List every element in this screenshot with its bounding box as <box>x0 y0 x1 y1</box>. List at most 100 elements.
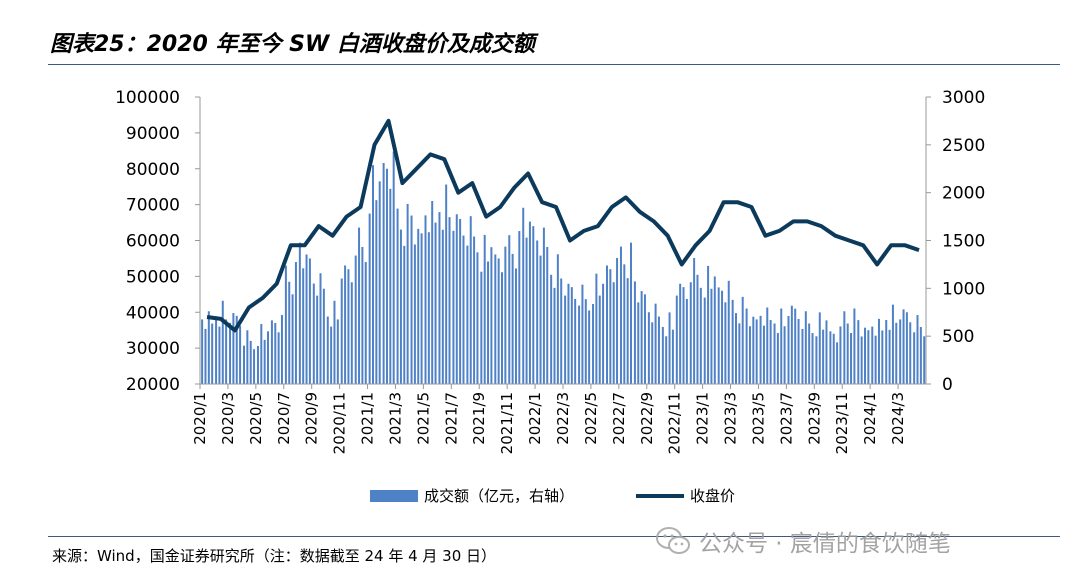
turnover-bar <box>413 244 416 384</box>
turnover-bar <box>201 319 204 384</box>
turnover-bar <box>843 311 846 384</box>
turnover-bar <box>804 311 807 384</box>
x-tick-label: 2021/1 <box>359 392 377 445</box>
turnover-bar <box>448 217 451 384</box>
turnover-bar <box>877 318 880 384</box>
x-tick-label: 2022/7 <box>610 392 628 445</box>
turnover-bar <box>235 315 238 384</box>
turnover-bar <box>396 208 399 384</box>
turnover-bar <box>389 188 392 384</box>
turnover-bar <box>462 235 465 384</box>
turnover-bar <box>616 258 619 384</box>
turnover-bar <box>592 303 595 384</box>
x-tick-label: 2021/3 <box>386 392 404 445</box>
x-tick-label: 2023/3 <box>722 392 740 445</box>
x-tick-label: 2022/9 <box>638 392 656 445</box>
turnover-bar <box>710 288 713 384</box>
turnover-bar <box>902 309 905 384</box>
turnover-bar <box>508 235 511 384</box>
turnover-bar <box>410 215 413 384</box>
turnover-bar <box>578 305 581 384</box>
turnover-bar <box>905 312 908 384</box>
x-tick-label: 2021/5 <box>414 392 432 445</box>
turnover-bar <box>731 299 734 384</box>
right-tick-label: 500 <box>942 327 974 347</box>
left-tick-label: 90000 <box>126 124 180 144</box>
bar-series <box>201 151 926 384</box>
turnover-bar <box>822 329 825 384</box>
turnover-bar <box>647 312 650 384</box>
turnover-bar <box>916 315 919 384</box>
legend-label-close: 收盘价 <box>690 487 736 505</box>
turnover-bar <box>511 253 514 384</box>
x-tick-label: 2020/9 <box>303 392 321 445</box>
turnover-bar <box>797 318 800 384</box>
turnover-bar <box>232 313 235 384</box>
turnover-bar <box>745 308 748 384</box>
turnover-bar <box>808 323 811 384</box>
turnover-bar <box>570 287 573 384</box>
turnover-bar <box>717 287 720 384</box>
right-tick-label: 1500 <box>942 232 985 252</box>
turnover-bar <box>564 295 567 384</box>
turnover-bar <box>909 322 912 384</box>
turnover-bar <box>553 287 556 384</box>
turnover-bar <box>923 336 926 384</box>
turnover-bar <box>776 333 779 384</box>
wechat-icon <box>656 527 690 554</box>
turnover-bar <box>612 282 615 384</box>
turnover-bar <box>525 237 528 384</box>
turnover-bar <box>735 313 738 384</box>
right-tick-label: 2500 <box>942 136 985 156</box>
turnover-bar <box>787 316 790 384</box>
turnover-bar <box>260 324 263 384</box>
left-tick-label: 60000 <box>126 232 180 252</box>
turnover-bar <box>308 258 311 384</box>
turnover-bar <box>340 278 343 384</box>
close-price-line <box>206 118 920 333</box>
turnover-bar <box>818 312 821 384</box>
turnover-bar <box>469 216 472 384</box>
turnover-bar <box>741 296 744 384</box>
chart-title: 图表25：2020 年至今 SW 白酒收盘价及成交额 <box>50 32 535 57</box>
turnover-bar <box>368 213 371 384</box>
turnover-bar <box>671 329 674 384</box>
turnover-bar <box>699 287 702 384</box>
turnover-bar <box>836 342 839 384</box>
turnover-bar <box>815 336 818 384</box>
x-axis-ticks: 2020/1 2020/3 2020/5 2020/7 2020/9 2020/11 202… <box>191 384 907 454</box>
x-tick-label: 2023/9 <box>805 392 823 445</box>
left-tick-label: 70000 <box>126 196 180 216</box>
x-tick-label: 2023/1 <box>694 392 712 445</box>
turnover-bar <box>243 345 246 384</box>
legend-bar-swatch <box>370 489 418 502</box>
turnover-bar <box>846 323 849 384</box>
turnover-bar <box>246 330 249 384</box>
turnover-bar <box>280 315 283 384</box>
turnover-bar <box>825 320 828 384</box>
turnover-bar <box>455 214 458 384</box>
turnover-bar <box>221 300 224 384</box>
top-divider <box>48 64 1060 65</box>
turnover-bar <box>326 316 329 384</box>
turnover-bar <box>675 295 678 384</box>
turnover-bar <box>483 234 486 384</box>
turnover-bar <box>899 319 902 384</box>
turnover-bar <box>459 218 462 384</box>
legend-line-swatch <box>636 493 684 498</box>
turnover-bar <box>574 298 577 384</box>
turnover-bar <box>229 322 232 384</box>
turnover-bar <box>497 258 500 384</box>
turnover-bar <box>623 264 626 384</box>
turnover-bar <box>452 230 455 384</box>
turnover-bar <box>277 332 280 384</box>
turnover-bar <box>514 268 517 384</box>
turnover-bar <box>316 295 319 384</box>
turnover-bar <box>661 326 664 384</box>
turnover-bar <box>832 333 835 384</box>
turnover-bar <box>679 283 682 384</box>
turnover-bar <box>881 330 884 384</box>
turnover-bar <box>895 322 898 384</box>
left-axis-ticks: 100000 90000 80000 70000 60000 50000 40000 3000… <box>115 88 200 395</box>
watermark-text: 公众号 · 宸倩的食饮随笔 <box>699 531 951 557</box>
